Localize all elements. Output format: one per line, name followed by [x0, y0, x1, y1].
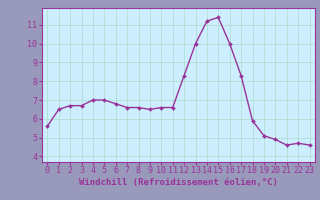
X-axis label: Windchill (Refroidissement éolien,°C): Windchill (Refroidissement éolien,°C)	[79, 178, 278, 187]
